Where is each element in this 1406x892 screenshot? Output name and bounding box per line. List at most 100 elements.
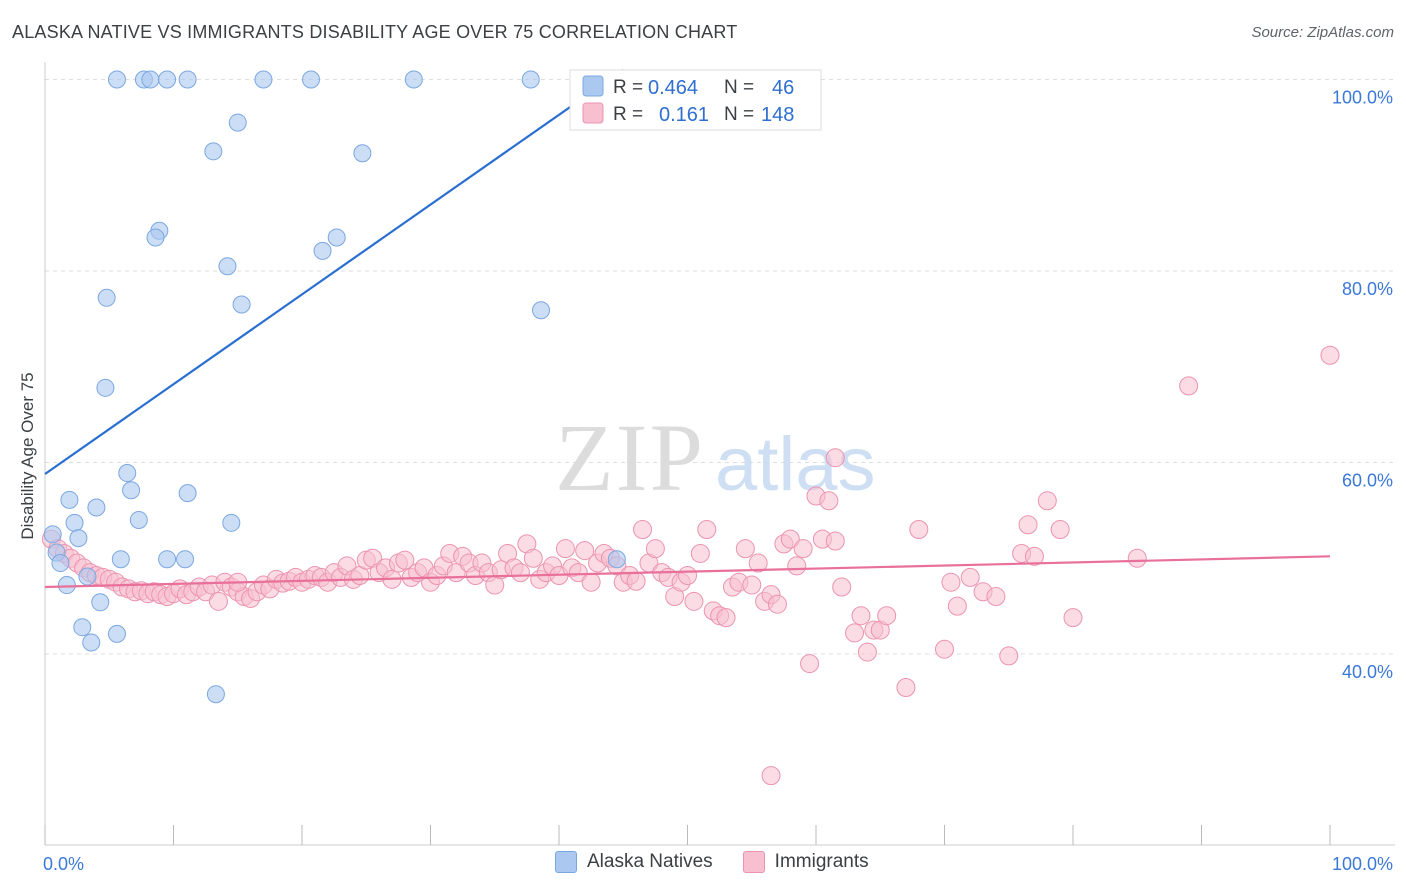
alaska-natives-point <box>301 70 320 89</box>
immigrants-point <box>1063 608 1083 628</box>
alaska-natives-point <box>404 70 423 89</box>
alaska-natives-point <box>91 593 110 612</box>
immigrants-point <box>851 606 871 626</box>
alaska-natives-point <box>158 550 177 569</box>
alaska-natives-point <box>206 685 225 704</box>
immigrants-point <box>690 543 710 563</box>
immigrants-point <box>767 594 787 614</box>
immigrants-point <box>909 520 929 540</box>
immigrants-point <box>742 575 762 595</box>
watermark: ZIP atlas <box>555 404 876 511</box>
immigrants-point <box>825 531 845 551</box>
alaska-natives-point <box>73 618 92 637</box>
alaska-natives-point <box>82 633 101 652</box>
y-tick-label: 100.0% <box>1332 88 1393 108</box>
alaska-natives-point <box>97 288 116 307</box>
y-tick-label: 40.0% <box>1342 662 1393 682</box>
legend-item-alaska-natives: Alaska Natives <box>555 851 713 873</box>
immigrants-point <box>877 606 897 626</box>
alaska-natives-point <box>222 513 241 532</box>
legend-r-label: R = <box>613 104 643 125</box>
immigrants-point <box>787 556 807 576</box>
alaska-natives-point <box>107 70 126 89</box>
legend-n-value: 46 <box>772 77 794 99</box>
alaska-natives-point <box>111 550 130 569</box>
alaska-natives-point <box>129 510 148 529</box>
immigrants-point <box>832 577 852 597</box>
legend-n-value: 148 <box>761 104 794 126</box>
immigrants-point <box>941 572 961 592</box>
alaska-natives-point <box>313 241 332 260</box>
immigrants-point <box>633 520 653 540</box>
source-label: Source: ZipAtlas.com <box>1251 24 1394 41</box>
immigrants-point <box>510 563 530 583</box>
alaska-natives-points <box>43 70 626 704</box>
alaska-natives-trend-line <box>44 69 624 475</box>
immigrants-point <box>716 608 736 628</box>
alaska-natives-point <box>43 525 62 544</box>
y-tick-labels: 40.0% 60.0% 80.0% 100.0% <box>1332 88 1393 683</box>
immigrants-swatch <box>742 851 765 873</box>
alaska-natives-point <box>118 464 137 483</box>
alaska-natives-point <box>218 257 237 276</box>
immigrants-label: Immigrants <box>774 851 869 872</box>
alaska-natives-point <box>254 70 273 89</box>
immigrants-point <box>845 623 865 643</box>
immigrants-trend-line <box>44 555 1331 589</box>
x-tick-label: 0.0% <box>43 854 84 874</box>
legend-r-label: R = <box>613 77 643 98</box>
alaska-natives-point <box>353 144 372 163</box>
immigrants-point <box>208 591 228 611</box>
y-tick-label: 60.0% <box>1342 471 1393 491</box>
immigrants-point <box>1018 515 1038 535</box>
immigrants-point <box>1320 345 1340 365</box>
immigrants-point <box>684 591 704 611</box>
x-tick-labels: 0.0% 100.0% <box>43 854 1393 874</box>
immigrants-point <box>947 596 967 616</box>
y-tick-label: 80.0% <box>1342 279 1393 299</box>
alaska-natives-point <box>146 228 165 247</box>
stats-legend: R = 0.464 N = 46 R = 0.161 N = 148 <box>569 69 822 131</box>
immigrants-point <box>1050 520 1070 540</box>
alaska-natives-point <box>204 142 223 161</box>
immigrants-point <box>935 639 954 659</box>
legend-n-label: N = <box>724 104 754 125</box>
immigrants-point <box>793 539 813 559</box>
immigrants-point <box>780 529 800 549</box>
watermark-atlas: atlas <box>715 422 876 507</box>
alaska-natives-point <box>87 498 106 517</box>
alaska-natives-point <box>327 228 346 247</box>
watermark-zip: ZIP <box>555 404 705 511</box>
immigrants-point <box>395 550 415 570</box>
immigrants-point <box>645 539 665 559</box>
alaska-natives-point <box>176 550 195 569</box>
immigrants-point <box>761 766 781 786</box>
legend-n-label: N = <box>724 77 754 98</box>
immigrants-point <box>748 553 768 573</box>
x-tick-label: 100.0% <box>1332 854 1393 874</box>
alaska-natives-point <box>122 481 141 500</box>
immigrants-point <box>697 520 717 540</box>
alaska-natives-swatch <box>555 851 577 873</box>
legend-item-immigrants: Immigrants <box>742 851 869 873</box>
trend-lines <box>44 69 1331 589</box>
alaska-natives-point <box>178 70 197 89</box>
immigrants-point <box>555 539 575 559</box>
alaska-natives-point <box>141 70 160 89</box>
alaska-natives-point <box>607 550 626 569</box>
alaska-natives-point <box>158 70 177 89</box>
immigrants-point <box>800 654 820 674</box>
alaska-natives-point <box>60 490 79 509</box>
alaska-natives-point <box>178 484 197 503</box>
bottom-legend: Alaska Natives Immigrants <box>555 851 899 873</box>
immigrants-point <box>575 541 595 561</box>
immigrants-point <box>825 448 845 468</box>
immigrants-point <box>626 571 646 591</box>
immigrants-point <box>1127 548 1147 568</box>
alaska-natives-point <box>96 378 115 397</box>
immigrants-point <box>581 572 601 592</box>
alaska-natives-point <box>78 567 97 586</box>
immigrants-point <box>819 491 839 511</box>
immigrants-point <box>568 563 588 583</box>
